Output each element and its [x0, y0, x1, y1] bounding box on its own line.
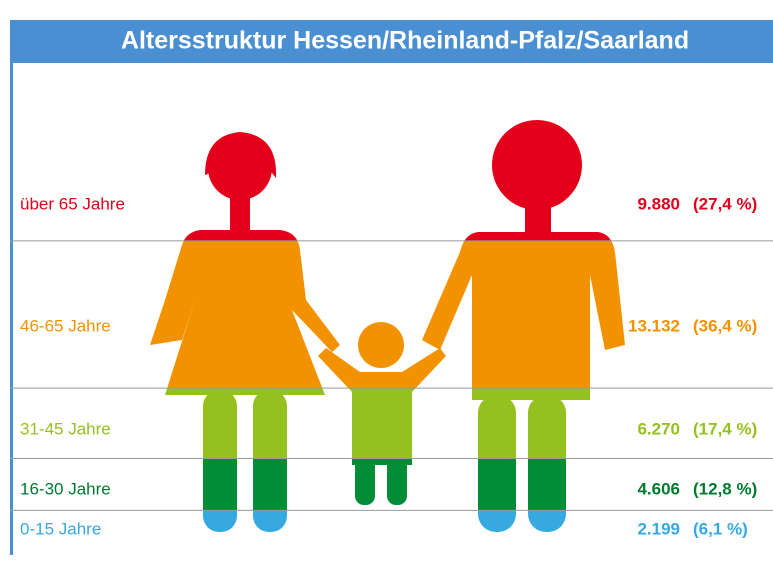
- value-label: 13.132: [628, 316, 680, 335]
- band: [100, 241, 700, 388]
- left-border: [10, 63, 13, 555]
- band: [100, 388, 700, 458]
- value-label: 6.270: [637, 419, 680, 438]
- chart-title: Altersstruktur Hessen/Rheinland-Pfalz/Sa…: [121, 27, 689, 55]
- category-label: 0-15 Jahre: [20, 519, 101, 538]
- share-label: (36,4 %): [693, 316, 757, 335]
- figures: [100, 0, 700, 555]
- share-label: (17,4 %): [693, 419, 757, 438]
- share-label: (27,4 %): [693, 194, 757, 213]
- chart: Altersstruktur Hessen/Rheinland-Pfalz/Sa…: [0, 0, 773, 575]
- category-label: 31-45 Jahre: [20, 419, 111, 438]
- value-label: 9.880: [637, 194, 680, 213]
- band: [100, 510, 700, 555]
- share-label: (12,8 %): [693, 479, 757, 498]
- value-label: 2.199: [637, 519, 680, 538]
- category-label: 16-30 Jahre: [20, 479, 111, 498]
- category-label: 46-65 Jahre: [20, 316, 111, 335]
- value-label: 4.606: [637, 479, 680, 498]
- category-label: über 65 Jahre: [20, 194, 125, 213]
- share-label: (6,1 %): [693, 519, 748, 538]
- band: [100, 459, 700, 511]
